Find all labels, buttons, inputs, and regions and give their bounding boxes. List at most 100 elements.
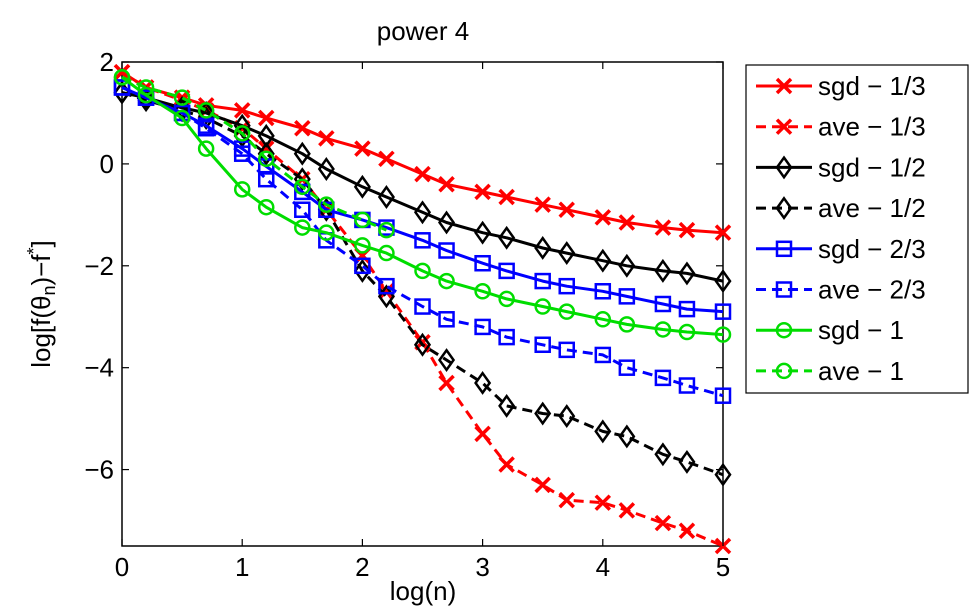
data-point-ave-2-3	[113, 79, 131, 96]
data-point-ave-1-2	[558, 404, 576, 429]
data-point-sgd-2-3	[414, 232, 431, 249]
data-point-sgd-1-3	[498, 188, 515, 206]
data-point-ave-1-2	[474, 371, 492, 395]
data-point-sgd-1-2	[317, 157, 335, 181]
data-point-ave-2-3	[594, 346, 612, 364]
data-point-sgd-2-3	[438, 242, 455, 259]
data-point-ave-2-3	[257, 170, 275, 188]
data-point-ave-1-3	[438, 374, 455, 392]
series-line-ave-1-2	[121, 91, 724, 477]
data-point-sgd-2-3	[534, 272, 551, 290]
series-line-ave-1	[121, 75, 387, 232]
data-point-ave-1-2	[714, 462, 732, 487]
y-axis-label-sup: *	[24, 247, 44, 254]
data-point-sgd-1	[294, 219, 311, 236]
data-point-sgd-1-2	[293, 141, 311, 166]
legend-item-sgd-1: sgd − 1	[756, 315, 904, 345]
data-point-sgd-1-2	[377, 185, 395, 209]
data-point-ave-1	[257, 150, 275, 168]
data-point-sgd-1-3	[354, 140, 371, 157]
legend-item-ave-1-2: ave − 1/2	[756, 193, 926, 223]
data-point-ave-1-3	[474, 425, 491, 443]
data-point-sgd-1	[354, 237, 371, 254]
data-point-sgd-1-3	[378, 150, 395, 168]
data-point-ave-1-2	[498, 393, 516, 418]
data-point-sgd-1-3	[318, 130, 335, 147]
legend-item-ave-1: ave − 1	[756, 356, 904, 386]
legend-marker	[775, 281, 793, 298]
data-point-ave-1-3	[594, 494, 612, 511]
data-point-ave-1	[137, 79, 155, 96]
data-point-sgd-1-2	[594, 248, 612, 273]
data-point-ave-1	[173, 89, 191, 106]
data-point-sgd-1-3	[233, 102, 251, 119]
data-point-ave-1	[113, 69, 131, 86]
data-point-sgd-1-3	[714, 224, 732, 241]
data-point-sgd-1-2	[413, 200, 432, 225]
data-point-sgd-1-3	[414, 165, 431, 183]
legend-marker	[775, 118, 793, 135]
series-ave-1	[113, 69, 395, 239]
data-point-sgd-1	[257, 198, 275, 216]
data-point-sgd-1-3	[474, 183, 491, 201]
legend-marker	[775, 240, 793, 258]
data-point-sgd-1	[197, 140, 215, 157]
data-point-ave-2-3	[534, 336, 551, 354]
data-point-sgd-2-3	[618, 288, 636, 305]
data-point-sgd-1-2	[534, 236, 552, 260]
x-axis-label: log(n)	[390, 576, 456, 606]
data-point-sgd-2-3	[498, 262, 515, 280]
data-point-sgd-1	[474, 283, 491, 300]
data-point-sgd-1-2	[438, 210, 456, 235]
chart-title: power 4	[377, 16, 470, 46]
data-point-sgd-1	[173, 109, 191, 127]
series-sgd-1-2	[113, 80, 732, 294]
data-point-sgd-1-2	[498, 225, 516, 250]
y-axis-label: log[f(θn)−f*]	[24, 240, 59, 368]
data-point-sgd-2-3	[318, 201, 335, 218]
data-point-ave-2-3	[354, 257, 371, 275]
y-tick-label: 0	[100, 149, 114, 179]
data-point-sgd-2-3	[678, 300, 696, 318]
data-point-sgd-1-2	[353, 174, 371, 199]
data-point-sgd-1-3	[258, 109, 275, 127]
data-point-sgd-1-2	[714, 269, 732, 294]
data-point-sgd-1-3	[294, 119, 311, 137]
data-point-sgd-1-2	[654, 258, 672, 283]
legend-label: ave − 1/2	[818, 193, 926, 223]
legend-item-ave-2-3: ave − 2/3	[756, 275, 926, 305]
x-tick-label: 1	[235, 552, 249, 582]
data-point-sgd-1	[678, 323, 696, 341]
data-point-ave-1-3	[618, 502, 636, 519]
data-point-ave-1	[233, 125, 251, 142]
y-tick-label: −6	[84, 455, 114, 485]
y-axis-label-main: log[f(θ	[26, 296, 56, 368]
data-point-ave-2-3	[414, 298, 431, 315]
data-point-ave-1-2	[293, 167, 311, 192]
data-point-ave-1-3	[534, 476, 551, 494]
x-tick-label: 5	[716, 552, 730, 582]
data-point-sgd-1	[378, 244, 395, 262]
legend-label: sgd − 1/3	[818, 71, 926, 101]
data-point-ave-2-3	[197, 119, 215, 137]
y-axis-label-sub: n	[39, 286, 59, 296]
series-layer	[113, 63, 732, 555]
x-tick-label: 0	[115, 552, 129, 582]
data-point-sgd-1-3	[654, 219, 672, 236]
y-tick-label: 2	[100, 47, 114, 77]
data-point-ave-2-3	[618, 359, 636, 376]
data-point-ave-1-2	[534, 401, 552, 426]
data-point-sgd-1	[137, 86, 155, 104]
data-point-sgd-1	[594, 311, 612, 328]
legend-label: ave − 1	[818, 356, 904, 386]
data-point-sgd-1	[414, 262, 431, 280]
data-point-ave-1-2	[594, 419, 612, 444]
data-point-sgd-1-2	[474, 220, 492, 245]
data-point-ave-1-3	[654, 514, 672, 532]
data-point-sgd-1-2	[197, 100, 215, 125]
data-point-sgd-1-2	[558, 241, 576, 266]
data-point-sgd-2-3	[594, 283, 612, 300]
data-point-ave-1-2	[618, 424, 636, 449]
data-point-ave-1-2	[353, 258, 371, 283]
